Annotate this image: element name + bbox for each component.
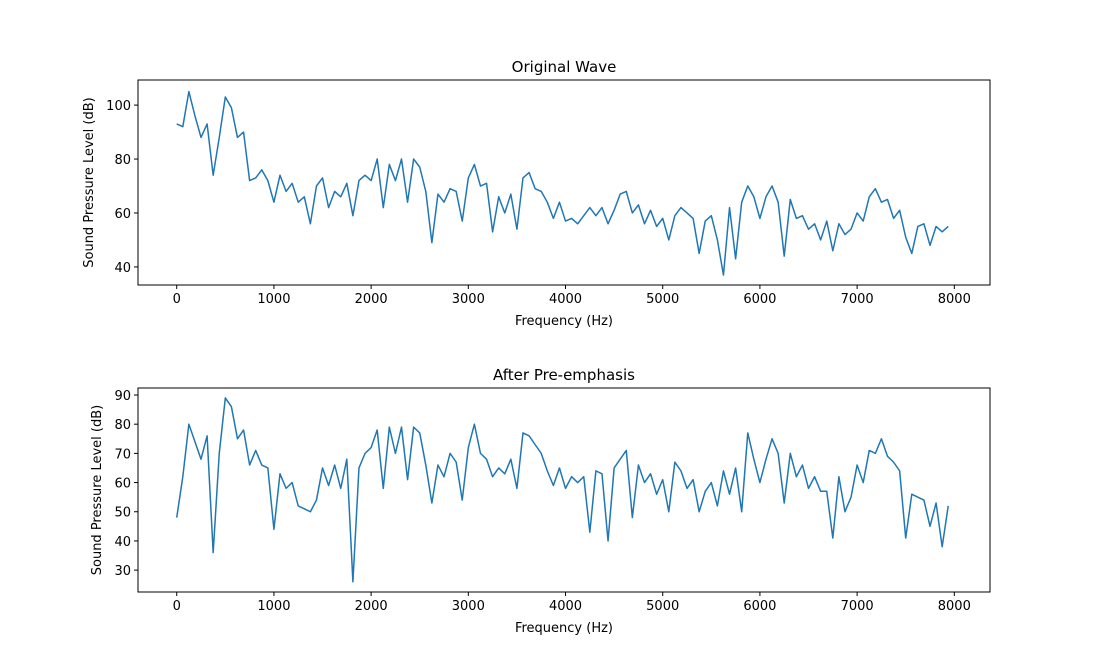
y-axis-label: Sound Pressure Level (dB) [90, 405, 105, 575]
x-tick-label: 1000 [257, 292, 290, 307]
y-tick-label: 60 [114, 477, 131, 492]
x-tick-label: 3000 [452, 599, 485, 614]
x-tick-label: 1000 [257, 599, 290, 614]
x-axis-label: Frequency (Hz) [515, 621, 613, 636]
y-tick-label: 50 [114, 506, 131, 521]
x-tick-label: 5000 [646, 599, 679, 614]
chart-title: Original Wave [512, 58, 617, 76]
x-tick-label: 4000 [549, 599, 582, 614]
y-tick-label: 80 [114, 153, 131, 168]
y-tick-label: 40 [114, 535, 131, 550]
y-axis-label: Sound Pressure Level (dB) [82, 97, 97, 267]
y-tick-label: 30 [114, 564, 131, 579]
x-tick-label: 0 [173, 292, 181, 307]
x-tick-label: 5000 [646, 292, 679, 307]
x-tick-label: 8000 [938, 599, 971, 614]
y-tick-label: 70 [114, 447, 131, 462]
x-tick-label: 6000 [743, 599, 776, 614]
x-tick-label: 2000 [355, 292, 388, 307]
x-tick-label: 2000 [355, 599, 388, 614]
x-tick-label: 7000 [841, 292, 874, 307]
axes-frame [137, 387, 991, 593]
x-tick-label: 3000 [452, 292, 485, 307]
chart-title: After Pre-emphasis [493, 366, 635, 384]
x-tick-label: 7000 [841, 599, 874, 614]
x-tick-label: 6000 [743, 292, 776, 307]
data-line [175, 397, 949, 583]
y-tick-label: 100 [106, 99, 131, 114]
x-tick-label: 0 [173, 599, 181, 614]
data-line [176, 90, 949, 276]
x-tick-label: 4000 [549, 292, 582, 307]
axes-frame [137, 79, 991, 286]
y-tick-label: 80 [114, 418, 131, 433]
x-axis-label: Frequency (Hz) [515, 314, 613, 329]
y-tick-label: 60 [114, 207, 131, 222]
y-tick-label: 90 [114, 389, 131, 404]
y-tick-label: 40 [114, 261, 131, 276]
x-tick-label: 8000 [938, 292, 971, 307]
